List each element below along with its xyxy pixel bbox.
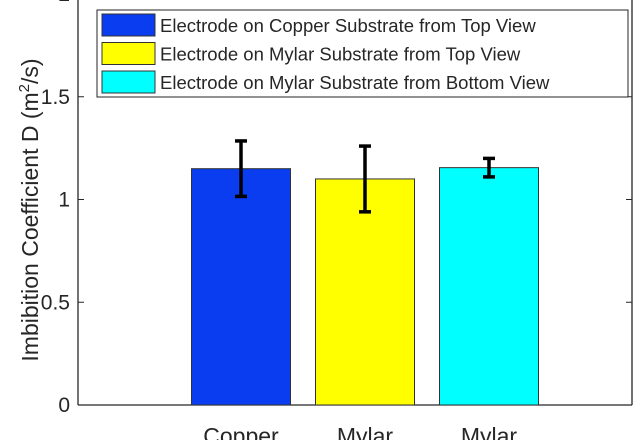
bar [439,167,539,406]
x-tick-label: Mylar [337,423,394,440]
bar [315,178,415,406]
y-tick-label: 0.5 [41,291,70,314]
legend-label: Electrode on Mylar Substrate from Top Vi… [160,44,521,65]
x-tick-label: Mylar [461,423,518,440]
legend-label: Electrode on Copper Substrate from Top V… [160,15,536,36]
bar [191,168,291,406]
legend: Electrode on Copper Substrate from Top V… [96,9,629,98]
legend-swatch [101,13,156,37]
y-axis-label: Imbibition Coefficient D (m2/s) [16,58,43,361]
bars [191,139,539,406]
y-tick-label: 1 [58,189,70,212]
y-tick-label: 1.5 [41,86,70,109]
legend-box [96,9,629,98]
x-tick-label: Copper [203,423,279,440]
y-tick-label: 0 [58,394,70,417]
legend-swatch [101,70,156,94]
legend-label: Electrode on Mylar Substrate from Bottom… [160,72,550,93]
legend-swatch [101,42,156,65]
y-tick-label: 2 [58,0,70,6]
